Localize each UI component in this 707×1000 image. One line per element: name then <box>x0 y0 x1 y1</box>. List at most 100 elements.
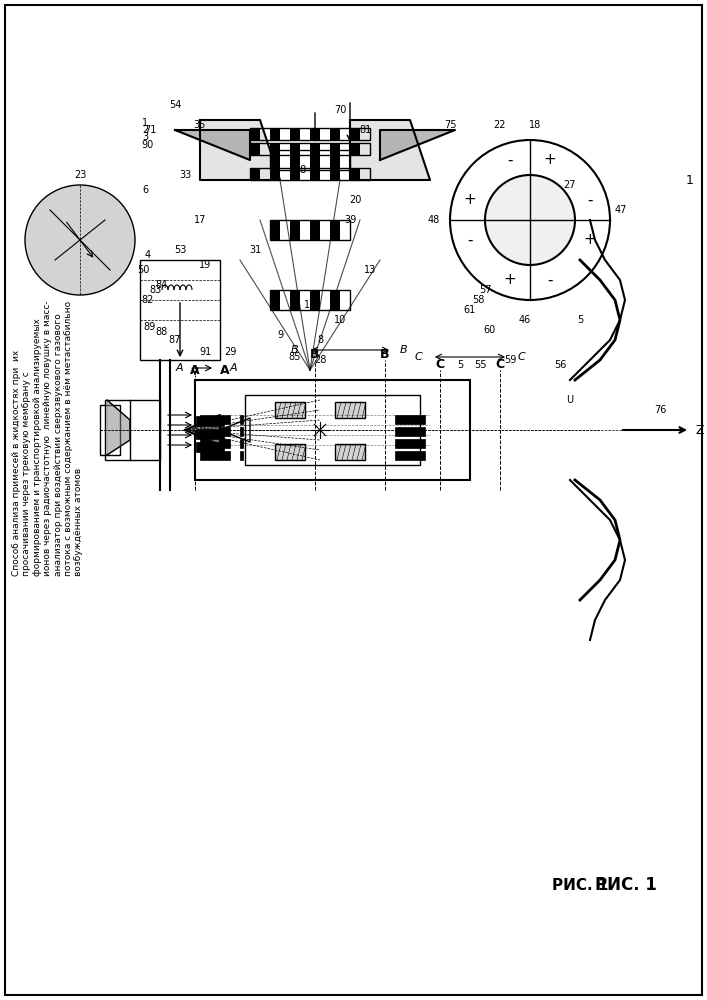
Text: +: + <box>544 152 556 167</box>
Bar <box>250 168 370 180</box>
Text: 20: 20 <box>349 195 361 205</box>
Bar <box>275 444 305 460</box>
Bar <box>200 439 230 448</box>
Text: 9: 9 <box>277 330 283 340</box>
Bar <box>310 168 320 180</box>
Text: 50: 50 <box>137 265 149 275</box>
Text: 8: 8 <box>317 335 323 345</box>
Bar <box>310 220 320 240</box>
Bar <box>270 220 350 240</box>
Text: -: - <box>588 192 592 208</box>
Text: 13: 13 <box>364 265 376 275</box>
Text: 38: 38 <box>294 165 306 175</box>
Text: Способ анализа примесей в жидкостях при  их
просачивании через трековую мембрану: Способ анализа примесей в жидкостях при … <box>12 300 83 576</box>
Bar <box>240 439 243 448</box>
Text: 31: 31 <box>249 245 261 255</box>
Bar <box>245 395 420 465</box>
Text: -: - <box>507 152 513 167</box>
Bar <box>350 168 360 180</box>
Text: 76: 76 <box>654 405 666 415</box>
Text: 83: 83 <box>149 285 161 295</box>
Text: +: + <box>503 272 516 288</box>
Text: B: B <box>380 349 390 361</box>
Bar <box>350 143 360 155</box>
Circle shape <box>25 185 135 295</box>
Polygon shape <box>107 400 130 455</box>
Bar <box>196 416 224 426</box>
Bar <box>395 427 425 436</box>
Bar <box>250 168 260 180</box>
Text: 1: 1 <box>142 118 148 128</box>
Text: B: B <box>310 349 320 361</box>
Bar <box>290 150 300 170</box>
Bar <box>250 128 260 140</box>
Text: 29: 29 <box>224 347 236 357</box>
Polygon shape <box>185 430 220 445</box>
Text: 60: 60 <box>484 325 496 335</box>
Text: 35: 35 <box>194 120 206 130</box>
Text: 81: 81 <box>359 125 371 135</box>
Text: A: A <box>175 363 183 373</box>
Bar <box>270 150 280 170</box>
Text: +: + <box>583 232 597 247</box>
Text: 88: 88 <box>156 327 168 337</box>
Text: 10: 10 <box>334 315 346 325</box>
Text: 4: 4 <box>145 250 151 260</box>
Text: 5: 5 <box>577 315 583 325</box>
Bar <box>270 128 280 140</box>
Bar <box>240 451 243 460</box>
Bar <box>196 442 224 452</box>
Bar <box>100 405 120 455</box>
Bar <box>270 143 280 155</box>
Text: РИС. 1: РИС. 1 <box>551 878 608 892</box>
Bar <box>330 143 340 155</box>
Bar <box>270 168 280 180</box>
Polygon shape <box>350 120 430 180</box>
Text: 23: 23 <box>74 170 86 180</box>
Bar <box>330 220 340 240</box>
Bar <box>330 128 340 140</box>
Bar <box>335 444 365 460</box>
Text: 57: 57 <box>479 285 491 295</box>
Text: 71: 71 <box>144 125 156 135</box>
Text: 6: 6 <box>142 185 148 195</box>
Text: -: - <box>547 272 553 288</box>
Bar <box>330 290 340 310</box>
Bar <box>395 415 425 424</box>
Text: B: B <box>291 345 298 355</box>
Bar <box>270 290 280 310</box>
Bar <box>290 143 300 155</box>
Text: 58: 58 <box>472 295 484 305</box>
Text: 33: 33 <box>179 170 191 180</box>
Bar <box>200 451 230 460</box>
Text: 2: 2 <box>142 125 148 135</box>
Bar <box>395 439 425 448</box>
Polygon shape <box>175 130 250 160</box>
Bar <box>310 128 320 140</box>
Text: 85: 85 <box>289 352 301 362</box>
Bar <box>195 380 470 480</box>
Text: Z: Z <box>695 424 703 436</box>
Bar <box>270 150 350 170</box>
Bar <box>250 143 370 155</box>
Text: 54: 54 <box>169 100 181 110</box>
Text: 1: 1 <box>686 174 694 186</box>
Text: 59: 59 <box>504 355 516 365</box>
Polygon shape <box>380 130 455 160</box>
Bar <box>240 415 243 424</box>
Text: 89: 89 <box>144 322 156 332</box>
Text: A: A <box>220 363 230 376</box>
Bar <box>105 400 160 460</box>
Text: 17: 17 <box>194 215 206 225</box>
Text: 12: 12 <box>304 300 316 310</box>
Text: 82: 82 <box>142 295 154 305</box>
Bar <box>200 427 230 436</box>
Text: -: - <box>467 232 473 247</box>
Bar <box>290 290 300 310</box>
Text: 18: 18 <box>529 120 541 130</box>
Text: 5: 5 <box>457 360 463 370</box>
Text: C: C <box>518 352 526 362</box>
Text: РИС. 1: РИС. 1 <box>595 876 657 894</box>
Polygon shape <box>200 120 280 180</box>
Bar <box>335 402 365 418</box>
